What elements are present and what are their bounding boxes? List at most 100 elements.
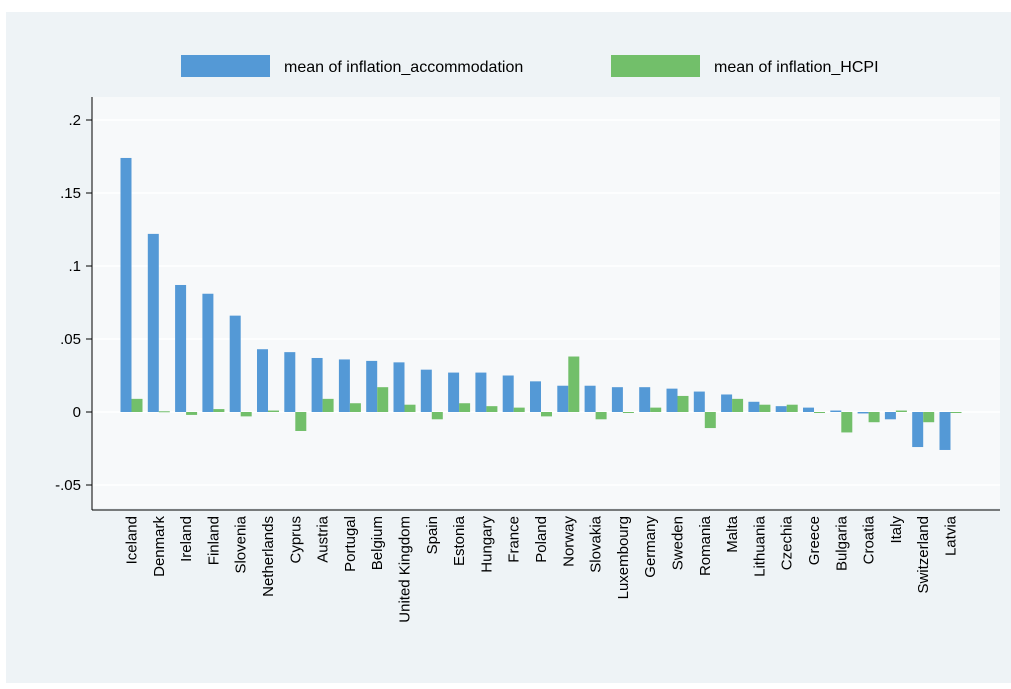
x-tick-label: Iceland <box>124 516 141 564</box>
bar <box>311 357 323 412</box>
x-tick-label: Romania <box>697 515 714 576</box>
bar <box>322 398 334 412</box>
bar <box>868 412 880 423</box>
bar <box>502 375 514 412</box>
x-tick-label: Slovakia <box>588 515 605 572</box>
bar <box>377 387 389 412</box>
x-tick-label: Finland <box>205 516 222 565</box>
bar <box>884 412 896 420</box>
bar <box>912 412 924 448</box>
bar <box>175 284 187 412</box>
x-tick-label: Spain <box>424 516 441 554</box>
bar <box>841 412 853 433</box>
bar <box>420 369 432 412</box>
x-tick-label: Estonia <box>451 515 468 566</box>
x-tick-label: Ireland <box>178 516 195 562</box>
bar <box>950 412 962 413</box>
bar <box>213 409 225 412</box>
bar <box>448 372 460 412</box>
x-tick-label: Norway <box>560 516 577 567</box>
y-tick-label: 0 <box>73 404 81 421</box>
bar <box>748 401 760 412</box>
y-tick-label: .05 <box>60 331 81 348</box>
bar <box>530 381 541 412</box>
x-tick-label: Germany <box>642 516 659 578</box>
bar <box>338 359 350 412</box>
bar <box>704 412 716 429</box>
bar <box>732 398 744 412</box>
x-tick-label: Lithuania <box>751 515 768 577</box>
bar <box>650 407 662 412</box>
bar <box>857 412 869 414</box>
x-tick-label: Netherlands <box>260 516 277 597</box>
bar <box>666 388 678 412</box>
x-tick-label: Belgium <box>369 516 386 570</box>
bar <box>895 410 907 412</box>
x-tick-label: Italy <box>888 516 905 544</box>
bar <box>814 412 825 413</box>
bar <box>147 233 159 412</box>
bar <box>677 395 689 412</box>
bar <box>939 412 951 450</box>
x-tick-label: Portugal <box>342 516 359 572</box>
bar <box>759 404 771 412</box>
bar <box>459 403 471 412</box>
x-tick-label: Bulgaria <box>833 515 850 571</box>
x-tick-label: Latvia <box>943 515 960 556</box>
x-tick-label: Luxembourg <box>615 516 632 599</box>
bar <box>202 293 214 412</box>
bar <box>475 372 487 412</box>
bar <box>295 412 307 431</box>
bar <box>393 362 405 412</box>
bar <box>257 349 268 412</box>
x-tick-label: Cyprus <box>287 516 304 564</box>
bar <box>803 407 814 412</box>
x-tick-label: Croatia <box>861 515 878 564</box>
bar <box>541 412 552 417</box>
plot-region <box>92 97 1000 508</box>
bar <box>557 385 569 412</box>
x-tick-label: Austria <box>315 515 332 562</box>
y-tick-label: .15 <box>60 185 81 202</box>
bar <box>284 352 296 412</box>
x-tick-label: Greece <box>806 516 823 565</box>
bar <box>186 412 198 415</box>
bar <box>611 387 623 412</box>
bar <box>404 404 416 412</box>
bar <box>431 412 443 420</box>
x-tick-label: Switzerland <box>915 516 932 594</box>
x-tick-label: Sweden <box>670 516 687 570</box>
bar <box>268 410 279 412</box>
bar <box>721 394 733 412</box>
legend-swatch <box>181 55 270 77</box>
x-tick-label: Czechia <box>779 515 796 570</box>
bar <box>349 403 361 412</box>
bar <box>786 404 798 412</box>
bar <box>830 410 842 412</box>
bar <box>595 412 607 420</box>
bar <box>622 412 634 413</box>
bar <box>693 391 705 412</box>
y-tick-label: -.05 <box>55 477 81 494</box>
x-tick-label: Malta <box>724 515 741 552</box>
bar <box>568 356 580 412</box>
bar <box>120 157 132 412</box>
bar <box>240 412 252 417</box>
legend-label: mean of inflation_accommodation <box>284 59 523 76</box>
bar <box>639 387 651 412</box>
bar <box>366 360 378 412</box>
x-tick-label: United Kingdom <box>397 516 414 623</box>
bar <box>131 398 143 412</box>
x-tick-label: Poland <box>533 516 550 563</box>
bar <box>513 407 525 412</box>
y-tick-label: .2 <box>68 112 81 129</box>
bar <box>486 406 498 412</box>
legend-swatch <box>611 55 700 77</box>
x-tick-label: France <box>506 516 523 563</box>
bar <box>923 412 935 423</box>
bar <box>158 411 170 413</box>
x-tick-label: Slovenia <box>233 515 250 573</box>
bar <box>584 385 596 412</box>
